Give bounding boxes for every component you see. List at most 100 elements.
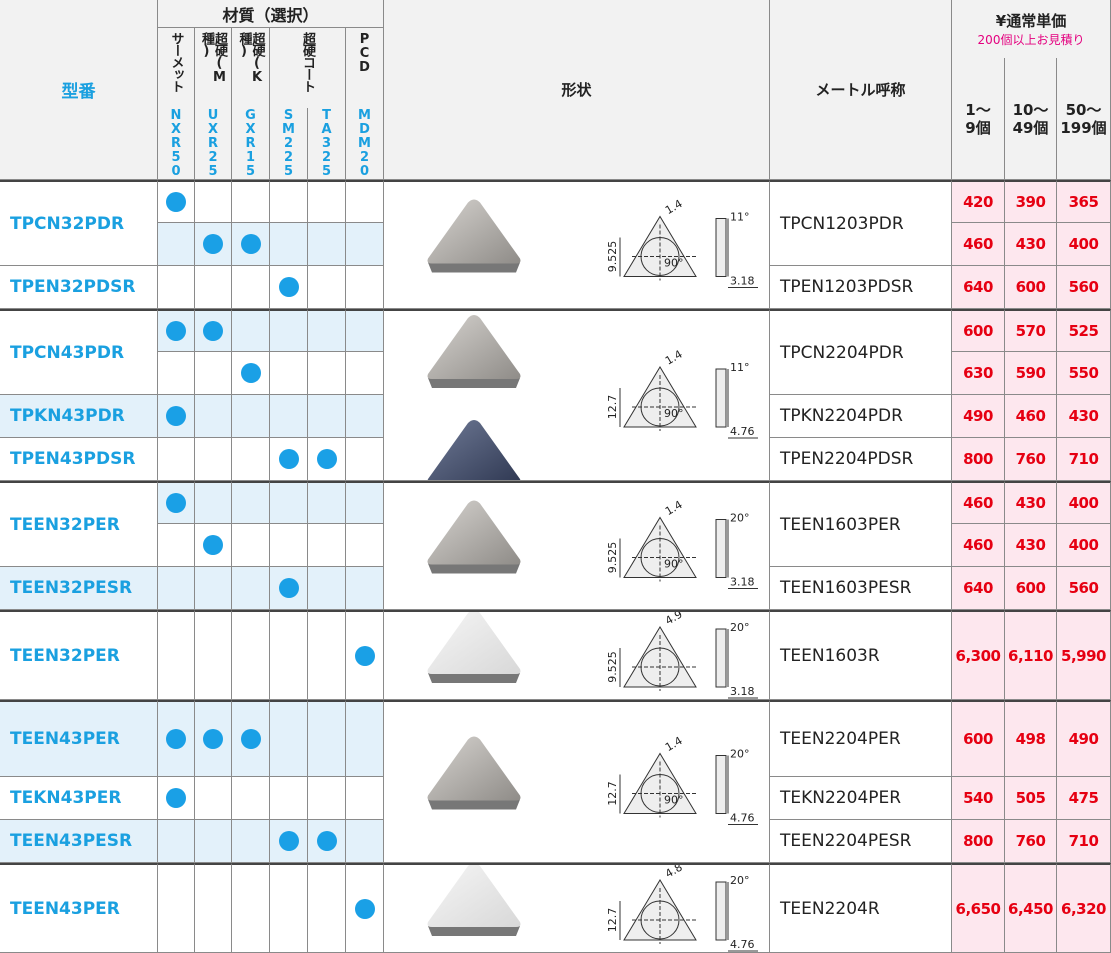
shape-drawing: 9.525 1.4 90° 11° 3.18 — [427, 197, 758, 288]
price-text: 600 — [963, 322, 993, 340]
dim-ic: 9.525 — [606, 651, 619, 683]
grade-text: UXR25 — [205, 108, 221, 178]
price-text: 550 — [1068, 364, 1099, 382]
qty-header: 50〜 199個 — [1057, 58, 1111, 180]
dim-thick: 3.18 — [730, 685, 755, 698]
price-text: 600 — [1015, 278, 1046, 296]
grade-cell — [308, 567, 346, 610]
grade-cell — [270, 352, 308, 395]
grade-cell — [308, 863, 346, 953]
price-text: 505 — [1015, 789, 1046, 807]
grade-cell — [158, 438, 195, 481]
price-text: 460 — [963, 494, 993, 512]
grade-cell — [158, 309, 195, 352]
grade-cell — [346, 352, 384, 395]
price-text: 760 — [1015, 832, 1046, 850]
grade-cell — [158, 180, 195, 223]
shape-cell: 12.7 1.4 90° 11° 4.76 — [384, 309, 770, 481]
grade-cell — [195, 524, 232, 567]
grade-cell — [346, 863, 384, 953]
grade-dot — [316, 449, 337, 469]
grade-cell — [270, 524, 308, 567]
price-cell: 400 — [1057, 481, 1111, 524]
grade-header: SM225 — [270, 108, 308, 180]
model-text: TEEN32PER — [10, 645, 120, 666]
grade-cell — [195, 863, 232, 953]
header-text: 材質（選択） — [222, 5, 319, 25]
grade-cell — [232, 863, 270, 953]
dim-angle: 20° — [730, 748, 750, 761]
insert-top — [427, 199, 521, 264]
model-text: TEEN43PESR — [10, 831, 133, 851]
grade-cell — [195, 352, 232, 395]
price-text: 6,300 — [955, 646, 1001, 665]
grade-cell — [195, 777, 232, 820]
metric-text: TEKN2204PER — [780, 788, 902, 808]
grade-cell — [232, 352, 270, 395]
metric-cell: TEEN1603PESR — [770, 567, 952, 610]
grade-cell — [158, 352, 195, 395]
dim-thick: 4.76 — [730, 812, 755, 825]
insert-side — [428, 926, 520, 936]
price-cell: 460 — [952, 524, 1005, 567]
grade-cell — [232, 266, 270, 309]
model-text: TPEN32PDSR — [10, 277, 136, 297]
price-text: 540 — [963, 789, 993, 807]
grade-cell — [195, 567, 232, 610]
grade-cell — [232, 567, 270, 610]
grade-cell — [158, 524, 195, 567]
price-text: 420 — [963, 193, 993, 211]
dim-ic: 12.7 — [606, 395, 619, 420]
grade-cell — [158, 567, 195, 610]
price-cell: 505 — [1005, 777, 1057, 820]
shape-drawing: 12.7 4.8 20° 4.76 — [427, 865, 758, 952]
model-text: TEEN43PER — [10, 729, 120, 749]
qty-text: 9個 — [965, 118, 991, 137]
grade-cell — [270, 700, 308, 777]
qty-header: 10〜 49個 — [1005, 58, 1057, 180]
metric-text: TPCN1203PDR — [780, 213, 904, 234]
price-text: 710 — [1068, 832, 1099, 850]
grade-cell — [195, 223, 232, 266]
grade-cell — [346, 266, 384, 309]
model-cell: TEEN43PER — [0, 863, 158, 953]
model-cell: TEEN43PESR — [0, 820, 158, 863]
dim-corner: 90° — [664, 794, 684, 807]
grade-cell — [232, 610, 270, 700]
dim-ic: 12.7 — [606, 908, 619, 933]
price-text: 640 — [963, 278, 993, 296]
grade-cell — [270, 610, 308, 700]
price-text: 6,320 — [1061, 899, 1106, 918]
grade-cell — [158, 223, 195, 266]
grade-dot — [278, 831, 299, 851]
grade-cell — [195, 309, 232, 352]
shape-cell: 12.7 4.8 20° 4.76 — [384, 863, 770, 953]
insert-top — [427, 500, 521, 565]
material-type-text: サーメット — [168, 32, 184, 92]
insert-top — [427, 612, 521, 674]
grade-dot — [203, 729, 223, 749]
grade-text: SM225 — [281, 108, 296, 178]
model-cell: TPEN32PDSR — [0, 266, 158, 309]
grade-dot — [354, 645, 375, 666]
dim-chamfer: 4.8 — [663, 865, 685, 881]
dim-angle: 11° — [730, 211, 750, 224]
price-cell: 570 — [1005, 309, 1057, 352]
model-cell: TEEN32PER — [0, 481, 158, 567]
price-cell: 6,110 — [1005, 610, 1057, 700]
qty-text: 1〜 — [965, 100, 991, 119]
material-type: 超硬(K種) — [232, 28, 270, 108]
price-cell: 6,450 — [1005, 863, 1057, 953]
side-view — [715, 519, 727, 578]
side-view — [715, 218, 727, 277]
grade-cell — [270, 180, 308, 223]
price-text: 498 — [1015, 730, 1046, 748]
dim-thick: 4.76 — [730, 425, 755, 438]
grade-cell — [232, 700, 270, 777]
grade-cell — [346, 438, 384, 481]
insert-side — [428, 673, 520, 683]
dim-chamfer: 1.4 — [663, 734, 685, 754]
grade-header: TA325 — [308, 108, 346, 180]
material-type: PCD — [346, 28, 384, 108]
